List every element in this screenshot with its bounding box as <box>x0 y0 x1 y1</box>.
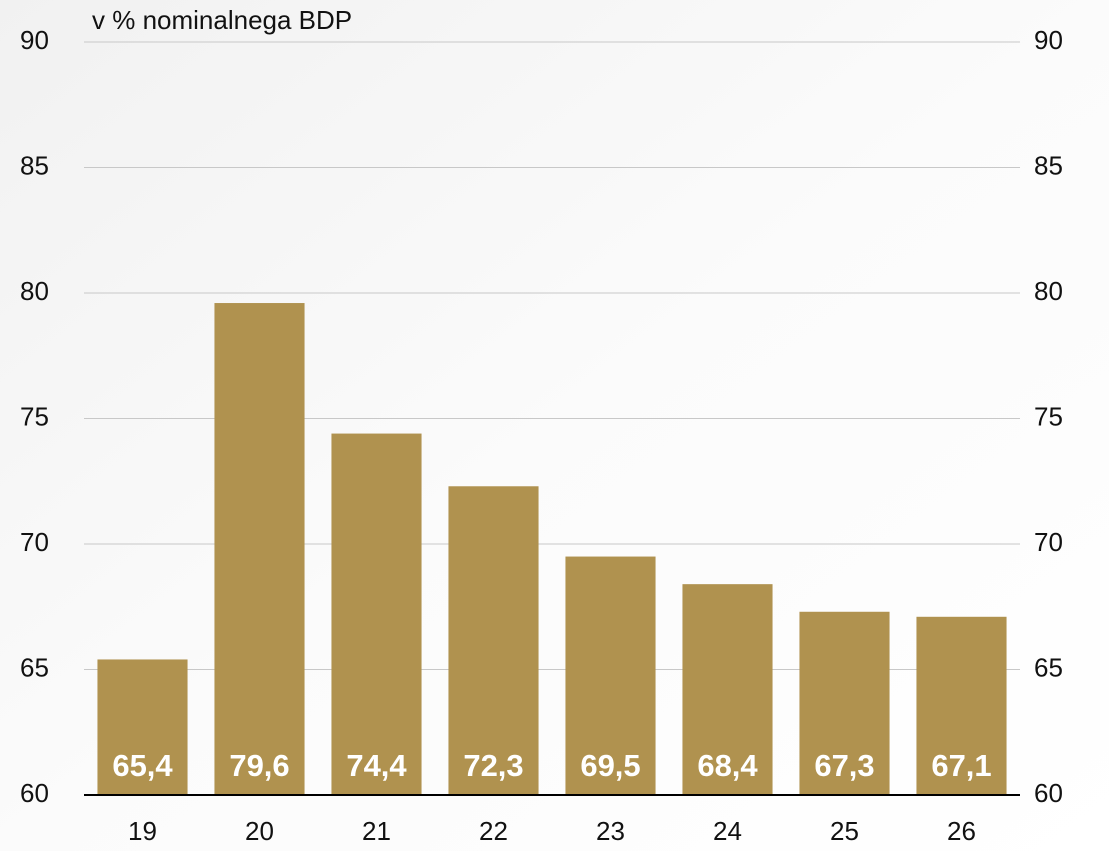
y-tick-label: 70 <box>20 527 49 557</box>
y2-tick-label: 70 <box>1034 527 1063 557</box>
y-tick-label: 75 <box>20 401 49 431</box>
y2-tick-label: 60 <box>1034 778 1063 808</box>
x-tick-label: 23 <box>596 816 625 846</box>
value-label: 74,4 <box>346 748 407 783</box>
y-tick-label: 80 <box>20 276 49 306</box>
bar <box>97 659 188 795</box>
value-label: 68,4 <box>697 748 758 783</box>
bar <box>331 433 422 795</box>
x-tick-label: 21 <box>362 816 391 846</box>
value-label: 67,1 <box>931 748 991 783</box>
value-label: 67,3 <box>814 748 874 783</box>
y-tick-label: 60 <box>20 778 49 808</box>
y2-tick-label: 90 <box>1034 25 1063 55</box>
bar <box>565 556 656 795</box>
y2-tick-label: 80 <box>1034 276 1063 306</box>
value-label: 72,3 <box>463 748 523 783</box>
value-label: 69,5 <box>580 748 640 783</box>
y-tick-label: 85 <box>20 150 49 180</box>
value-label: 65,4 <box>112 748 173 783</box>
x-tick-label: 25 <box>830 816 859 846</box>
y2-tick-label: 75 <box>1034 401 1063 431</box>
x-tick-label: 26 <box>947 816 976 846</box>
bar <box>799 611 890 795</box>
bar <box>682 584 773 795</box>
axis-label: v % nominalnega BDP <box>92 5 352 35</box>
x-tick-label: 22 <box>479 816 508 846</box>
x-tick-label: 20 <box>245 816 274 846</box>
x-tick-label: 24 <box>713 816 742 846</box>
x-tick-label: 19 <box>128 816 157 846</box>
y2-tick-label: 85 <box>1034 150 1063 180</box>
y-tick-label: 65 <box>20 652 49 682</box>
y-tick-label: 90 <box>20 25 49 55</box>
bar <box>214 303 305 795</box>
y2-tick-label: 65 <box>1034 652 1063 682</box>
value-label: 79,6 <box>229 748 289 783</box>
bar <box>916 616 1007 795</box>
bar <box>448 486 539 795</box>
